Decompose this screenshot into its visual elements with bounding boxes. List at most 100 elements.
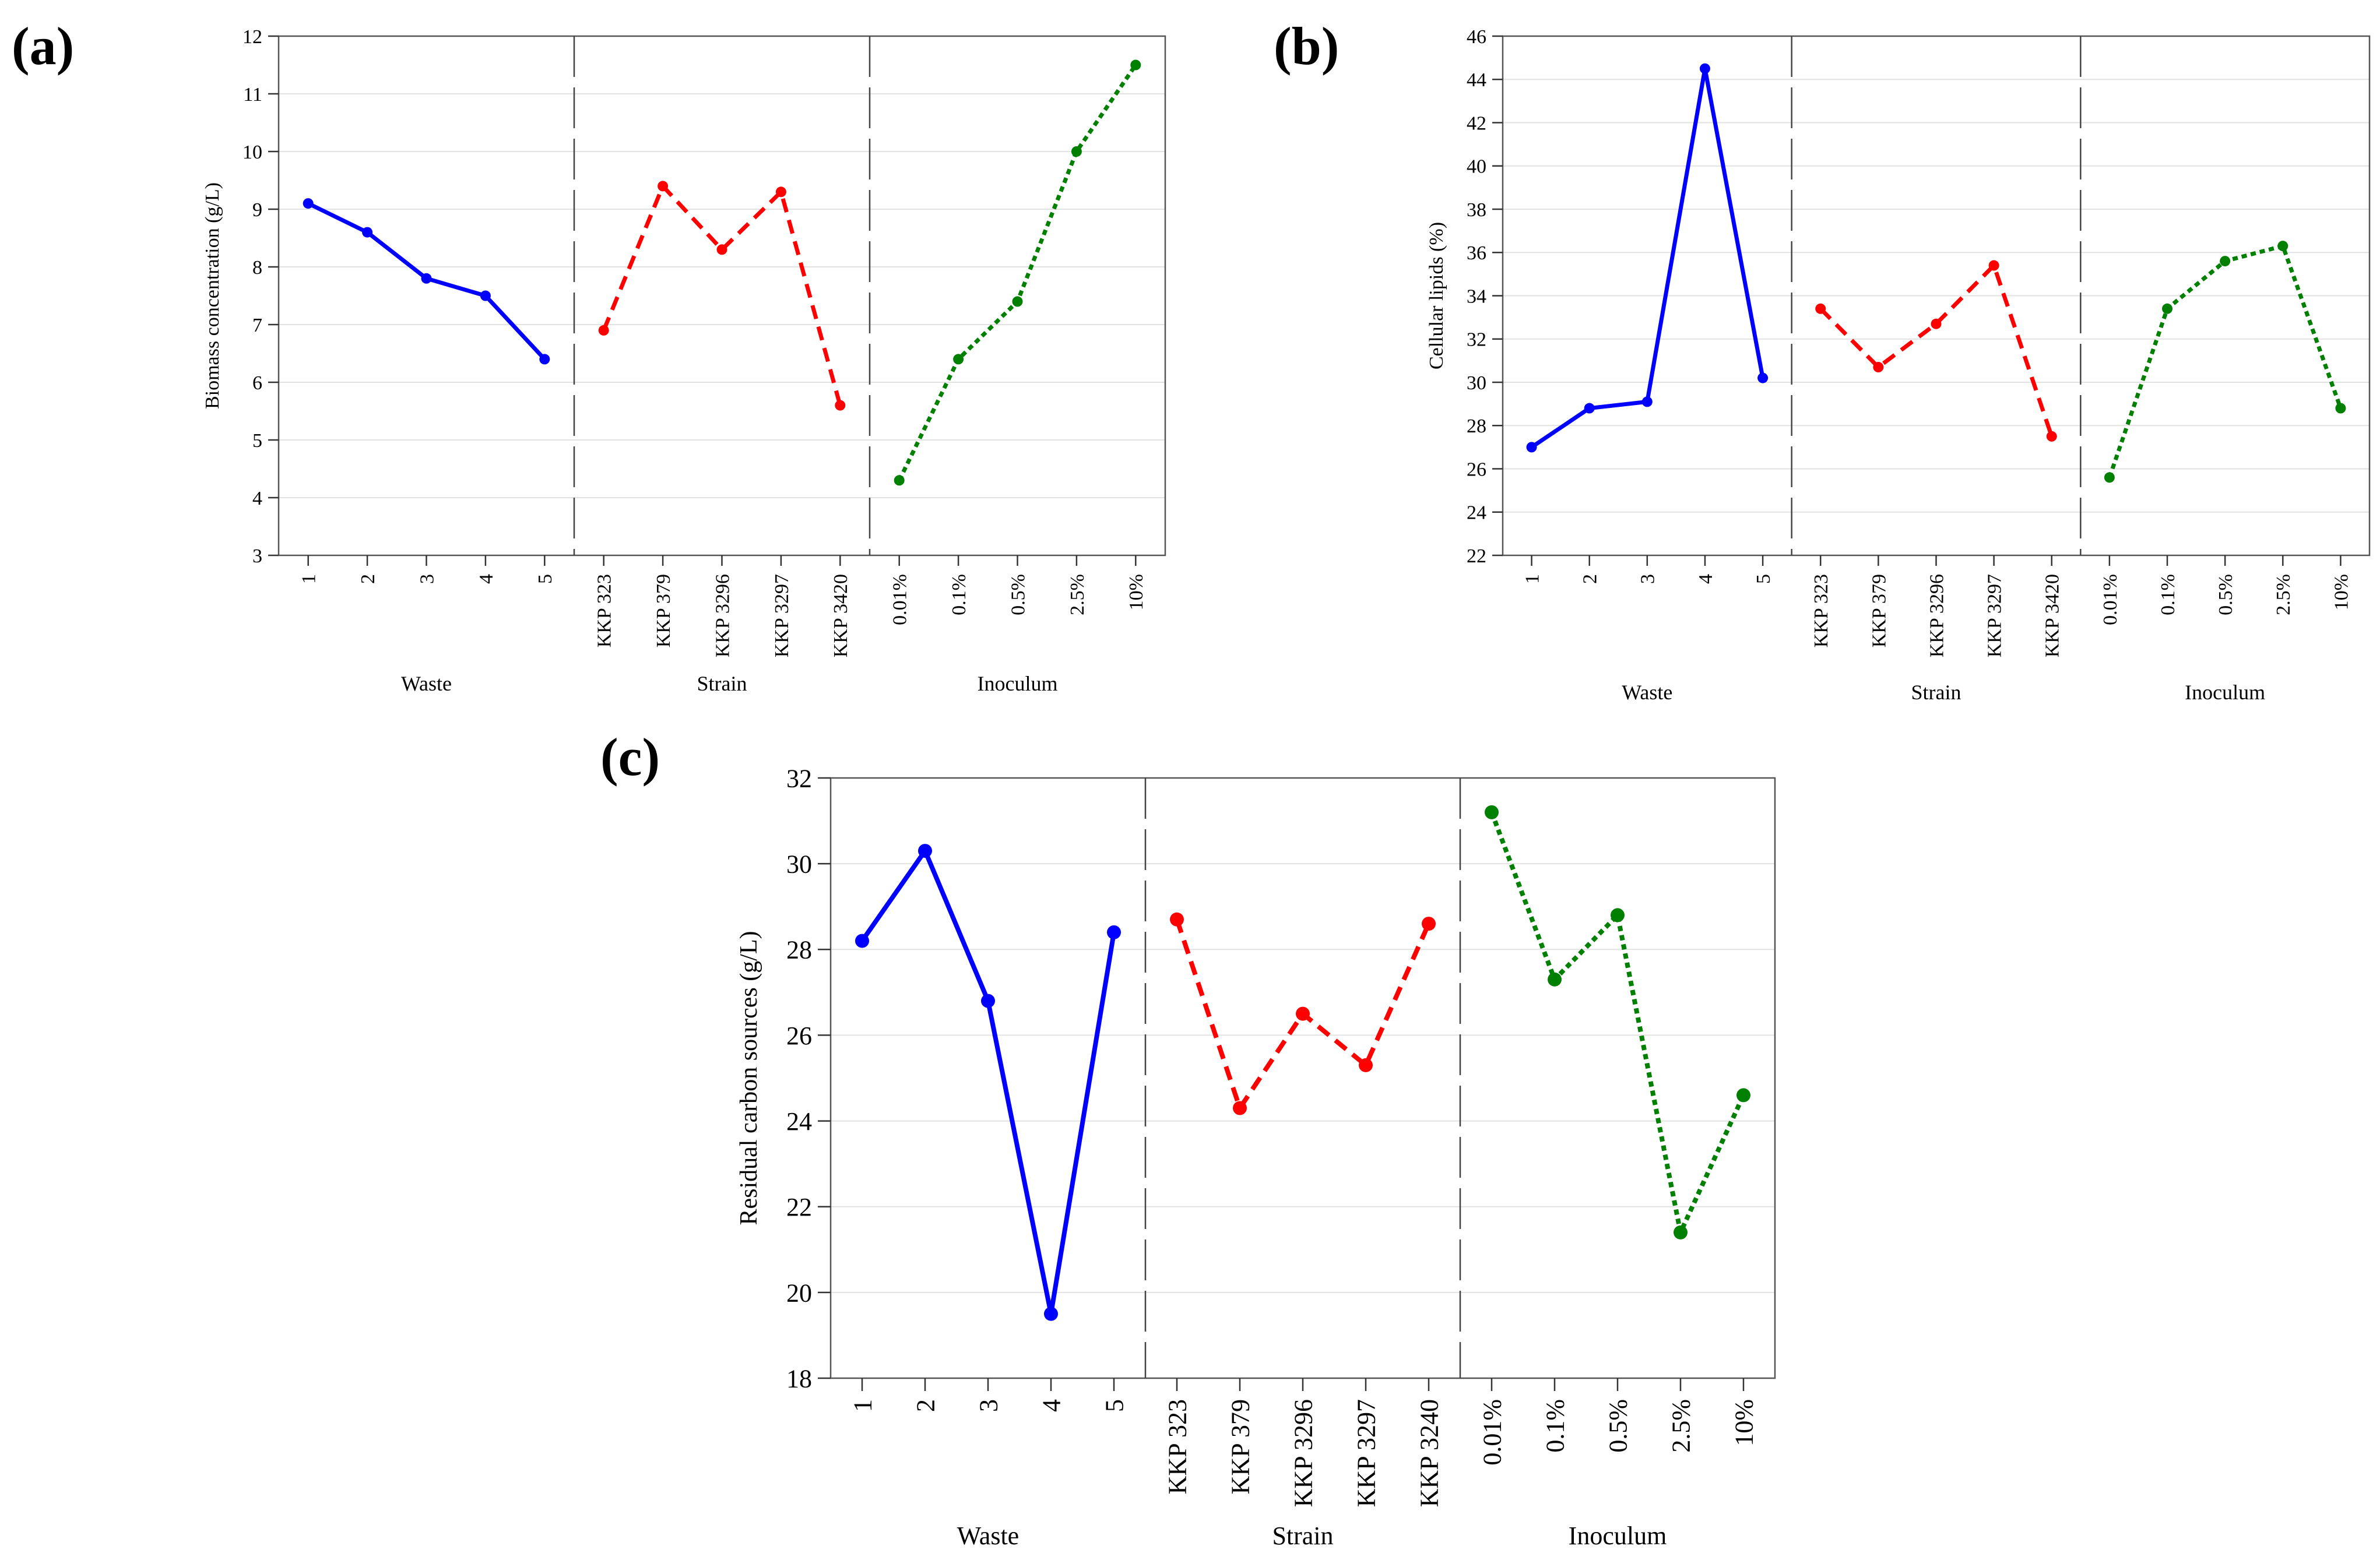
x-tick-label: KKP 3297 xyxy=(1984,574,2006,657)
x-tick-label: 0.1% xyxy=(1541,1399,1569,1453)
x-tick-label: KKP 323 xyxy=(594,574,616,647)
data-point xyxy=(2046,431,2057,442)
data-point xyxy=(1873,362,1884,373)
y-tick-label: 8 xyxy=(252,257,262,279)
x-tick-label: 10% xyxy=(1126,574,1147,610)
data-point xyxy=(775,186,786,198)
data-point xyxy=(855,934,869,948)
data-point xyxy=(1699,63,1710,74)
series-line-inoculum xyxy=(1489,811,1746,1235)
x-tick-label: 2.5% xyxy=(2273,574,2294,615)
data-point xyxy=(303,198,314,209)
y-tick-label: 3 xyxy=(252,545,262,567)
y-axis-title: Biomass concentration (g/L) xyxy=(202,182,223,409)
x-tick-label: 3 xyxy=(416,574,438,584)
data-point xyxy=(1044,1307,1058,1321)
x-tick-label: 4 xyxy=(476,574,497,584)
x-tick-label: KKP 323 xyxy=(1811,574,1832,647)
group-label-waste: Waste xyxy=(1622,681,1672,704)
x-tick-label: 4 xyxy=(1037,1399,1066,1412)
data-point xyxy=(2335,403,2346,414)
x-tick-label: 5 xyxy=(1100,1399,1129,1412)
data-point xyxy=(1359,1058,1373,1072)
data-point xyxy=(1641,396,1653,407)
group-label-strain: Strain xyxy=(697,672,747,695)
x-tick-label: 5 xyxy=(1753,574,1774,584)
data-point xyxy=(2277,241,2288,252)
series-line-waste xyxy=(1530,66,1765,449)
data-point xyxy=(1584,403,1595,414)
group-label-waste: Waste xyxy=(957,1522,1019,1550)
y-tick-label: 30 xyxy=(786,850,812,879)
x-tick-label: 0.5% xyxy=(2215,574,2237,615)
x-tick-label: 10% xyxy=(2330,574,2352,610)
x-tick-label: KKP 3420 xyxy=(2042,574,2063,657)
x-tick-label: KKP 3296 xyxy=(712,574,733,657)
y-tick-label: 6 xyxy=(252,372,262,394)
data-point xyxy=(1736,1088,1750,1103)
x-tick-label: KKP 3296 xyxy=(1926,574,1947,657)
x-tick-label: 0.01% xyxy=(1478,1399,1506,1466)
series-line-strain xyxy=(1819,263,2054,437)
y-tick-label: 4 xyxy=(252,488,262,509)
x-tick-label: 1 xyxy=(1521,574,1543,584)
y-tick-label: 11 xyxy=(243,84,262,105)
data-point xyxy=(539,354,550,365)
data-point xyxy=(1170,912,1184,927)
panel-label: (a) xyxy=(12,16,74,76)
data-point xyxy=(2104,472,2115,483)
y-tick-label: 7 xyxy=(252,315,262,336)
data-point xyxy=(658,181,669,192)
x-tick-label: KKP 379 xyxy=(1226,1399,1254,1494)
x-tick-label: 4 xyxy=(1695,574,1717,584)
y-tick-label: 24 xyxy=(1467,502,1486,524)
data-point xyxy=(1012,296,1023,307)
x-tick-label: 0.5% xyxy=(1007,574,1029,615)
x-tick-label: 0.1% xyxy=(948,574,970,615)
x-tick-label: 3 xyxy=(1637,574,1659,584)
data-point xyxy=(835,400,846,411)
data-point xyxy=(1674,1225,1688,1239)
data-point xyxy=(1611,908,1625,922)
data-point xyxy=(1485,805,1499,819)
x-tick-label: 0.1% xyxy=(2157,574,2179,615)
y-tick-label: 26 xyxy=(786,1022,812,1050)
x-tick-label: KKP 3297 xyxy=(771,574,793,657)
series-line-inoculum xyxy=(2107,244,2343,478)
panel-label: (b) xyxy=(1274,16,1339,76)
y-axis-title: Residual carbon sources (g/L) xyxy=(736,931,762,1225)
y-tick-label: 32 xyxy=(1467,329,1486,351)
data-point xyxy=(1233,1101,1247,1115)
y-tick-label: 26 xyxy=(1467,459,1486,480)
y-tick-label: 28 xyxy=(1467,415,1486,437)
data-point xyxy=(480,290,491,301)
x-tick-label: 2 xyxy=(357,574,379,584)
y-tick-label: 44 xyxy=(1467,69,1486,91)
data-point xyxy=(981,994,995,1008)
data-point xyxy=(1107,925,1121,939)
group-label-waste: Waste xyxy=(401,672,452,695)
data-point xyxy=(1988,260,1999,271)
y-tick-label: 28 xyxy=(786,936,812,964)
x-tick-label: 2 xyxy=(1580,574,1601,584)
data-point xyxy=(1548,972,1562,987)
x-tick-label: 2.5% xyxy=(1067,574,1088,615)
data-point xyxy=(362,227,373,238)
y-tick-label: 10 xyxy=(242,142,262,163)
x-tick-label: KKP 3240 xyxy=(1415,1399,1443,1507)
x-tick-label: 0.01% xyxy=(890,574,911,625)
x-tick-label: 2 xyxy=(911,1399,940,1412)
x-tick-label: 10% xyxy=(1729,1399,1758,1446)
group-label-inoculum: Inoculum xyxy=(2185,681,2265,704)
data-point xyxy=(1130,59,1141,71)
series-line-waste xyxy=(860,848,1116,1316)
group-label-strain: Strain xyxy=(1272,1522,1333,1550)
x-tick-label: 5 xyxy=(535,574,556,584)
y-tick-label: 18 xyxy=(786,1364,812,1393)
data-point xyxy=(894,475,905,486)
data-point xyxy=(1815,303,1826,314)
